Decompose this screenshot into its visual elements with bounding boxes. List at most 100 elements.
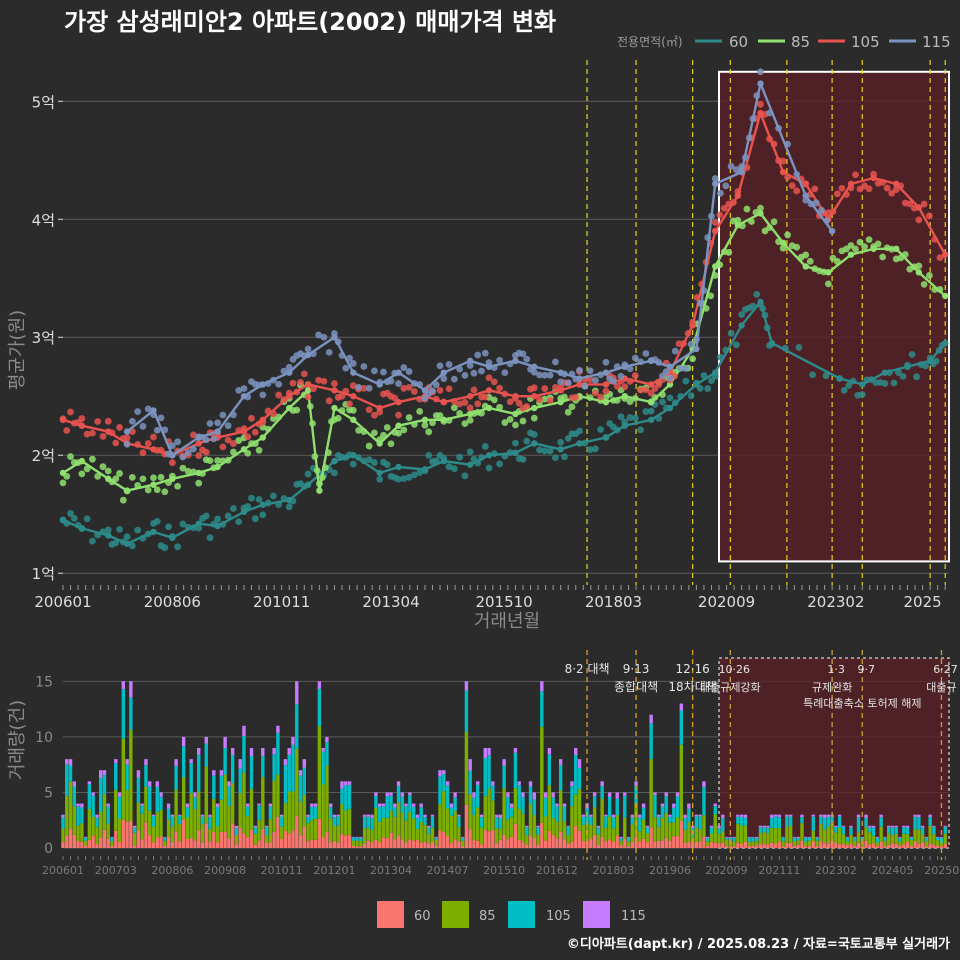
volume-bar-115 xyxy=(611,814,616,818)
price-point-85 xyxy=(395,429,402,437)
volume-bar-105 xyxy=(370,817,374,830)
volume-x-tick-label: 201612 xyxy=(536,864,578,877)
volume-bar-60 xyxy=(781,846,785,848)
volume-bar-105 xyxy=(623,795,627,818)
volume-bar-105 xyxy=(540,691,544,727)
volume-bar-85 xyxy=(781,841,785,847)
price-point-105 xyxy=(275,391,283,399)
volume-bar-115 xyxy=(268,803,273,807)
volume-bar-115 xyxy=(811,814,815,817)
volume-bar-115 xyxy=(129,681,133,698)
volume-bar-85 xyxy=(445,808,450,836)
volume-bar-60 xyxy=(766,844,770,848)
price-point-105 xyxy=(89,429,96,437)
price-point-115 xyxy=(123,440,131,448)
volume-bar-60 xyxy=(886,844,891,848)
price-vertex-85 xyxy=(331,404,338,412)
volume-bar-115 xyxy=(917,814,921,818)
volume-bar-60 xyxy=(223,831,227,848)
price-point-105 xyxy=(346,400,353,408)
volume-bar-60 xyxy=(871,843,876,848)
volume-bar-60 xyxy=(302,826,306,848)
volume-bar-115 xyxy=(902,825,906,828)
volume-bar-115 xyxy=(879,814,883,818)
volume-bar-105 xyxy=(181,746,186,778)
volume-bar-85 xyxy=(460,840,465,847)
volume-bar-60 xyxy=(826,843,831,848)
volume-x-tick-label: 201201 xyxy=(313,864,355,877)
volume-bar-60 xyxy=(717,843,721,848)
volume-bar-60 xyxy=(528,835,533,848)
volume-bar-85 xyxy=(212,798,216,832)
volume-bar-115 xyxy=(841,825,846,827)
price-y-tick-label: 5억 xyxy=(32,93,55,111)
volume-bar-85 xyxy=(932,834,936,845)
volume-bar-115 xyxy=(536,825,540,828)
price-point-105 xyxy=(788,182,796,190)
price-vertex-115 xyxy=(214,428,221,435)
volume-bar-60 xyxy=(87,839,92,848)
price-point-105 xyxy=(888,189,896,197)
price-point-60 xyxy=(617,413,625,421)
volume-bar-60 xyxy=(638,841,642,848)
volume-bar-105 xyxy=(242,735,246,773)
price-point-60 xyxy=(564,434,572,442)
volume-bar-85 xyxy=(589,824,593,839)
volume-bar-60 xyxy=(434,845,438,848)
volume-bar-105 xyxy=(491,785,495,801)
volume-bar-105 xyxy=(110,837,114,842)
price-point-60 xyxy=(123,533,131,541)
price-point-85 xyxy=(689,355,697,363)
volume-bar-60 xyxy=(747,845,751,848)
legend-bottom-label-60: 60 xyxy=(414,909,431,924)
volume-bar-115 xyxy=(762,825,766,828)
volume-bar-60 xyxy=(264,842,269,848)
price-point-115 xyxy=(421,394,429,402)
volume-bar-85 xyxy=(856,832,861,843)
volume-bar-85 xyxy=(837,827,842,845)
volume-bar-85 xyxy=(630,824,634,843)
volume-bar-105 xyxy=(498,817,503,829)
price-point-85 xyxy=(568,403,576,411)
price-vertex-85 xyxy=(169,475,176,483)
price-vertex-85 xyxy=(214,463,221,471)
price-point-85 xyxy=(802,251,810,259)
volume-bar-85 xyxy=(815,840,819,847)
price-vertex-115 xyxy=(304,351,312,359)
volume-bar-115 xyxy=(99,770,103,778)
volume-bar-105 xyxy=(702,787,706,816)
volume-bar-60 xyxy=(675,836,680,848)
volume-bar-115 xyxy=(494,814,499,818)
price-point-85 xyxy=(856,238,864,246)
volume-bar-60 xyxy=(419,842,423,848)
volume-bar-60 xyxy=(868,844,872,848)
price-point-60 xyxy=(687,392,695,400)
volume-bar-60 xyxy=(460,846,465,848)
volume-bar-105 xyxy=(932,826,936,835)
price-point-85 xyxy=(461,420,469,427)
price-point-60 xyxy=(224,512,232,520)
price-point-105 xyxy=(793,187,801,195)
volume-bar-60 xyxy=(939,846,944,848)
price-point-105 xyxy=(925,212,933,220)
volume-bar-105 xyxy=(351,837,356,841)
price-point-115 xyxy=(153,426,161,434)
legend-bottom-swatch-105 xyxy=(508,901,535,928)
volume-bar-60 xyxy=(317,818,322,848)
volume-bar-115 xyxy=(815,836,819,838)
price-point-105 xyxy=(436,386,444,394)
price-vertex-85 xyxy=(304,387,312,394)
price-point-105 xyxy=(834,190,841,198)
volume-x-tick-label: 200601 xyxy=(42,864,84,877)
price-vertex-85 xyxy=(734,221,742,229)
price-vertex-105 xyxy=(466,393,474,400)
price-point-105 xyxy=(506,398,514,406)
price-point-105 xyxy=(395,411,402,419)
volume-bar-105 xyxy=(849,827,853,835)
legend-bottom-label-115: 115 xyxy=(621,909,646,924)
price-y-tick-label: 1억 xyxy=(32,565,55,583)
volume-bar-60 xyxy=(649,827,653,848)
volume-bar-60 xyxy=(800,840,804,848)
volume-bar-60 xyxy=(61,841,65,848)
volume-bar-85 xyxy=(449,815,454,844)
